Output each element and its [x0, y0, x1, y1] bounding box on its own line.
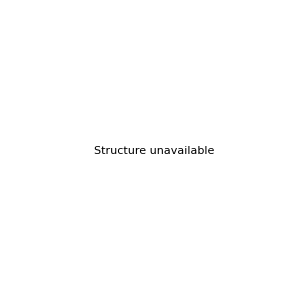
Text: Structure unavailable: Structure unavailable [94, 146, 214, 157]
